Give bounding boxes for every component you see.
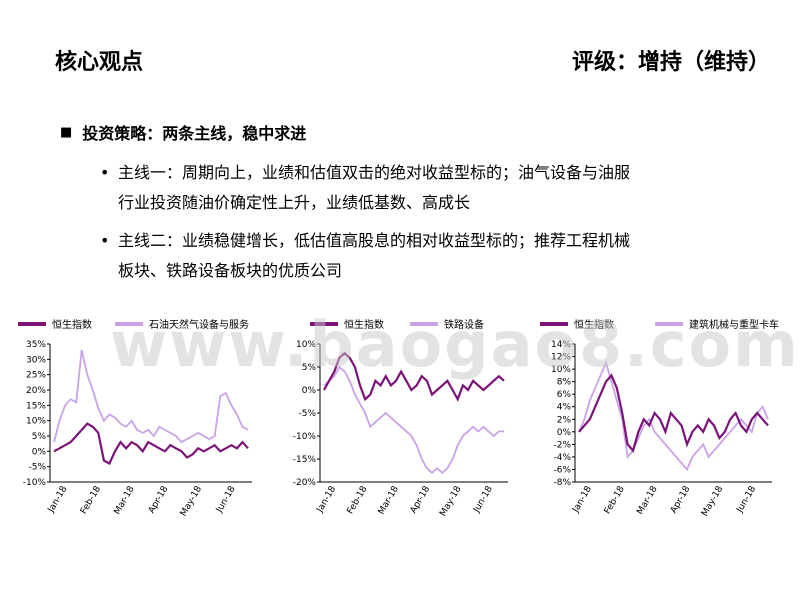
title-bar: 核心观点 评级：增持（维持） <box>55 44 770 80</box>
series-line-hang-seng <box>323 351 505 402</box>
y-tick-label: 10% <box>296 340 316 350</box>
y-tick-label: 30% <box>26 355 46 365</box>
x-tick-label: Jan-18 <box>315 484 339 515</box>
series-line-sector <box>578 360 769 472</box>
y-tick-label: -8% <box>553 478 571 488</box>
y-tick-label: -10% <box>293 432 317 442</box>
x-tick-label: Apr-18 <box>409 484 433 515</box>
page-title: 核心观点 <box>55 50 144 75</box>
bullet-1-line-2: 行业投资随油价确定性上升，业绩低基数、高成长 <box>118 193 471 212</box>
y-tick-label: -2% <box>553 440 571 450</box>
legend-label-0: 恒生指数 <box>574 318 614 331</box>
legend-label-0: 恒生指数 <box>52 318 92 331</box>
bullet-2-line-1: 主线二：业绩稳健增长，低估值高股息的相对收益型标的；推荐工程机械 <box>118 231 631 250</box>
series-line-hang-seng <box>53 422 249 466</box>
series-line-hang-seng <box>578 373 769 453</box>
y-tick-label: 5% <box>32 432 47 442</box>
x-tick-label: May-18 <box>179 484 204 518</box>
dot-bullet-icon: • <box>100 231 110 250</box>
square-bullet-icon: ■ <box>60 124 73 140</box>
y-tick-label: -6% <box>553 465 571 475</box>
strategy-section: ■ 投资策略：两条主线，稳中求进 • 主线一：周期向上，业绩和估值双击的绝对收益… <box>60 120 760 286</box>
x-tick-label: Jan-18 <box>46 484 70 515</box>
x-tick-label: May-18 <box>700 484 725 518</box>
y-tick-label: 8% <box>557 378 572 388</box>
x-tick-label: Mar-18 <box>377 484 401 516</box>
bullet-2-line-2: 板块、铁路设备板块的优质公司 <box>118 261 343 280</box>
x-tick-label: Feb-18 <box>603 484 627 516</box>
x-tick-label: Mar-18 <box>113 484 137 516</box>
y-tick-label: 35% <box>26 340 46 350</box>
y-tick-label: 4% <box>557 403 572 413</box>
rating-label: 评级：增持（维持） <box>571 50 770 75</box>
y-tick-label: 2% <box>557 415 572 425</box>
strategy-heading: ■ 投资策略：两条主线，稳中求进 <box>60 120 760 144</box>
bullet-item-1: • 主线一：周期向上，业绩和估值双击的绝对收益型标的；油气设备与油服 行业投资随… <box>60 158 760 218</box>
y-tick-label: -5% <box>298 409 316 419</box>
y-tick-label: 25% <box>26 371 46 381</box>
x-tick-label: Jan-18 <box>571 484 595 515</box>
bullet-1-line-1: 主线一：周期向上，业绩和估值双击的绝对收益型标的；油气设备与油服 <box>118 163 631 182</box>
y-tick-label: -15% <box>293 455 317 465</box>
x-tick-label: Mar-18 <box>635 484 659 516</box>
chart-oil-equipment: 恒生指数 石油天然气设备与服务 35% 30% 25% 20% 15% 10% 5% 0% -5% -… <box>18 318 252 518</box>
y-tick-label: 6% <box>557 390 572 400</box>
chart-construction-machinery: 恒生指数 建筑机械与重型卡车 14% 12% 10% 8% 6% 4% 2% 0% -2% -4% -6… <box>540 318 779 518</box>
y-tick-label: 0% <box>32 447 47 457</box>
series-line-sector <box>323 365 504 475</box>
bullet-item-2: • 主线二：业绩稳健增长，低估值高股息的相对收益型标的；推荐工程机械 板块、铁路… <box>60 226 760 286</box>
legend-label-1: 石油天然气设备与服务 <box>149 318 249 331</box>
dot-bullet-icon: • <box>100 163 110 182</box>
y-tick-label: 0% <box>557 428 572 438</box>
strategy-heading-text: 投资策略：两条主线，稳中求进 <box>82 124 307 143</box>
legend-label-1: 铁路设备 <box>444 318 484 331</box>
y-tick-label: -10% <box>23 478 47 488</box>
x-tick-label: Apr-18 <box>669 484 693 515</box>
x-tick-label: Jun-18 <box>214 484 238 515</box>
chart-railway-equipment: 恒生指数 铁路设备 10% 5% 0% -5% -10% -15% -20%Jan-18 Feb-… <box>293 318 508 518</box>
x-tick-label: Jun-18 <box>471 484 495 515</box>
y-tick-label: 0% <box>302 386 317 396</box>
x-tick-label: Feb-18 <box>346 484 370 516</box>
x-tick-label: May-18 <box>438 484 463 518</box>
y-tick-label: 20% <box>26 386 46 396</box>
x-tick-label: Jun-18 <box>735 484 759 515</box>
y-tick-label: -5% <box>28 463 46 473</box>
y-tick-label: 14% <box>551 340 571 350</box>
x-tick-label: Feb-18 <box>79 484 103 516</box>
series-line-sector <box>53 349 249 444</box>
y-tick-label: -4% <box>553 453 571 463</box>
legend-label-1: 建筑机械与重型卡车 <box>689 318 779 331</box>
y-tick-label: 12% <box>551 353 571 363</box>
y-tick-label: 5% <box>302 363 317 373</box>
legend-label-0: 恒生指数 <box>344 318 384 331</box>
y-tick-label: 10% <box>26 417 46 427</box>
y-tick-label: -20% <box>293 478 317 488</box>
y-tick-label: 10% <box>551 365 571 375</box>
x-tick-label: Apr-18 <box>147 484 171 515</box>
y-tick-label: 15% <box>26 401 46 411</box>
